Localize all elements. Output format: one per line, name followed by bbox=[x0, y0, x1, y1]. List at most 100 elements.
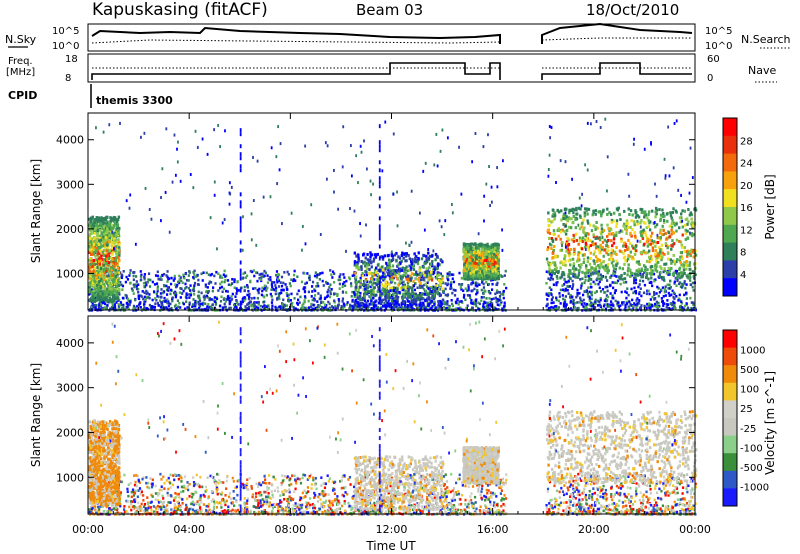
cell bbox=[424, 291, 428, 295]
cell bbox=[302, 302, 305, 306]
cell bbox=[192, 289, 195, 292]
cell bbox=[132, 274, 135, 278]
cell bbox=[143, 276, 146, 280]
cell bbox=[610, 307, 613, 310]
cell bbox=[281, 303, 284, 307]
cell bbox=[114, 218, 117, 222]
cell bbox=[277, 285, 281, 288]
cell bbox=[204, 302, 207, 306]
cell bbox=[193, 269, 196, 273]
cell bbox=[263, 287, 266, 291]
cell bbox=[437, 278, 441, 282]
cell bbox=[137, 297, 141, 301]
cell bbox=[99, 224, 102, 228]
cell bbox=[380, 268, 383, 272]
cell bbox=[193, 292, 196, 296]
cell bbox=[367, 289, 370, 293]
cell bbox=[102, 225, 106, 229]
cell bbox=[603, 303, 606, 307]
cell bbox=[103, 278, 107, 282]
cell bbox=[483, 300, 486, 304]
cell bbox=[371, 274, 374, 278]
cell bbox=[411, 264, 415, 268]
cell bbox=[113, 237, 116, 241]
cell bbox=[412, 299, 415, 303]
cell bbox=[576, 301, 579, 304]
cell bbox=[100, 232, 104, 236]
cell bbox=[486, 242, 489, 246]
cell bbox=[463, 256, 466, 260]
station-title: Kapuskasing (fitACF) bbox=[92, 0, 268, 20]
cell bbox=[107, 251, 111, 255]
cell bbox=[349, 303, 352, 307]
cell bbox=[280, 288, 283, 292]
cell bbox=[285, 287, 289, 291]
cell bbox=[493, 242, 496, 246]
cell bbox=[179, 276, 182, 279]
cell bbox=[402, 300, 406, 304]
cell bbox=[628, 300, 631, 304]
cell bbox=[630, 287, 633, 291]
cell bbox=[643, 283, 647, 287]
cell bbox=[89, 245, 93, 249]
cell bbox=[440, 302, 443, 306]
cell bbox=[147, 272, 151, 275]
cell bbox=[611, 302, 614, 306]
cell bbox=[667, 306, 670, 310]
date-title: 18/Oct/2010 bbox=[586, 1, 679, 19]
cell bbox=[678, 239, 681, 243]
cell bbox=[202, 295, 205, 299]
cell bbox=[167, 304, 170, 308]
cell bbox=[336, 293, 339, 296]
cell bbox=[405, 272, 408, 275]
cell bbox=[148, 303, 152, 307]
cell bbox=[675, 260, 678, 264]
cell bbox=[380, 299, 383, 303]
cell bbox=[470, 301, 473, 305]
cell bbox=[685, 302, 688, 305]
cell bbox=[111, 273, 114, 277]
cell bbox=[380, 255, 384, 259]
cell bbox=[397, 263, 400, 267]
cell bbox=[489, 302, 492, 306]
cell bbox=[353, 260, 357, 264]
cell bbox=[212, 286, 215, 289]
cell bbox=[173, 277, 176, 280]
cell bbox=[100, 263, 103, 267]
cell bbox=[430, 276, 433, 280]
cell bbox=[607, 238, 610, 242]
cell bbox=[184, 272, 187, 276]
cell bbox=[116, 266, 120, 270]
cell bbox=[479, 253, 483, 257]
cell bbox=[336, 306, 339, 310]
cell bbox=[357, 303, 361, 307]
cell bbox=[102, 263, 106, 267]
cell bbox=[181, 292, 184, 295]
cell bbox=[132, 306, 135, 310]
cell bbox=[350, 284, 353, 288]
cell bbox=[689, 279, 692, 282]
cell bbox=[262, 305, 265, 308]
cell bbox=[115, 220, 119, 224]
cell bbox=[115, 245, 118, 249]
cell bbox=[391, 272, 395, 276]
cell bbox=[678, 293, 681, 297]
cell bbox=[476, 282, 479, 286]
cell bbox=[377, 268, 380, 272]
cell bbox=[351, 300, 354, 303]
cell bbox=[90, 305, 93, 309]
cell bbox=[562, 297, 565, 301]
cell bbox=[686, 275, 689, 279]
cell bbox=[570, 300, 574, 304]
cell bbox=[156, 274, 159, 278]
cell bbox=[658, 290, 661, 294]
cell bbox=[341, 291, 345, 294]
cell bbox=[422, 277, 425, 281]
cell bbox=[157, 304, 160, 307]
cell bbox=[98, 229, 102, 233]
cell bbox=[687, 277, 690, 280]
cell bbox=[692, 289, 695, 292]
cell bbox=[359, 279, 363, 283]
cell bbox=[433, 268, 436, 272]
cell bbox=[96, 266, 99, 270]
